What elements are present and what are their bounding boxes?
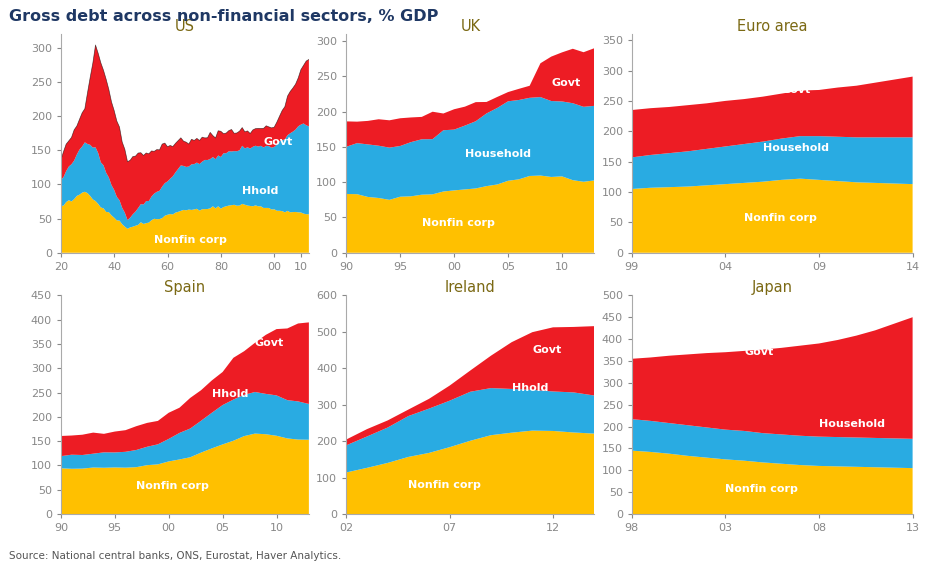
Title: Japan: Japan (752, 281, 793, 295)
Text: Nonfin corp: Nonfin corp (137, 481, 210, 491)
Text: Govt: Govt (551, 78, 580, 89)
Text: Govt: Govt (264, 137, 293, 147)
Text: Govt: Govt (255, 338, 285, 348)
Text: Household: Household (465, 149, 531, 159)
Text: Household: Household (819, 419, 885, 429)
Text: Hhold: Hhold (512, 383, 548, 393)
Title: Spain: Spain (165, 281, 205, 295)
Text: Nonfin corp: Nonfin corp (725, 484, 798, 494)
Text: Hhold: Hhold (242, 186, 279, 197)
Text: Govt: Govt (533, 345, 562, 355)
Title: Euro area: Euro area (737, 19, 808, 34)
Text: Source: National central banks, ONS, Eurostat, Haver Analytics.: Source: National central banks, ONS, Eur… (9, 551, 342, 561)
Title: Ireland: Ireland (445, 281, 496, 295)
Text: Govt: Govt (744, 347, 773, 357)
Text: Nonfin corp: Nonfin corp (744, 212, 817, 223)
Text: Gross debt across non-financial sectors, % GDP: Gross debt across non-financial sectors,… (9, 9, 439, 23)
Text: Govt: Govt (782, 85, 811, 95)
Text: Hhold: Hhold (212, 389, 248, 399)
Text: Nonfin corp: Nonfin corp (422, 218, 495, 228)
Text: Nonfin corp: Nonfin corp (154, 236, 227, 245)
Text: Household: Household (763, 143, 829, 153)
Title: UK: UK (461, 19, 480, 34)
Text: Nonfin corp: Nonfin corp (408, 480, 481, 490)
Title: US: US (175, 19, 195, 34)
